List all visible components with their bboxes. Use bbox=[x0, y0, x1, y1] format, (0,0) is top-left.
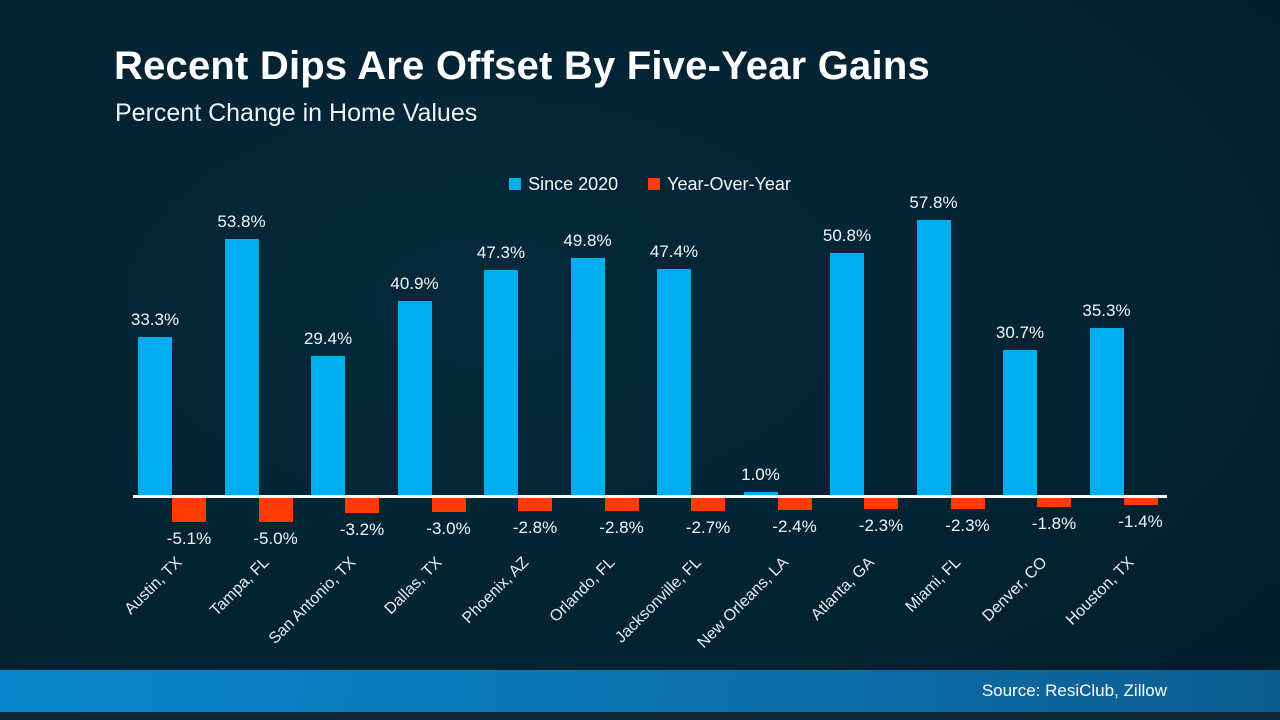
category-label: Atlanta, GA bbox=[808, 554, 879, 624]
bar-since-2020 bbox=[1003, 350, 1037, 497]
bar-since-2020 bbox=[1089, 328, 1124, 497]
category-label: Tampa, FL bbox=[207, 554, 273, 620]
bar-year-over-year bbox=[518, 498, 552, 511]
bar-value-label: -2.7% bbox=[685, 518, 731, 537]
bar-year-over-year bbox=[172, 498, 206, 522]
bar-value-label: 57.8% bbox=[909, 193, 958, 212]
bar-since-2020 bbox=[484, 270, 518, 497]
bar-year-over-year bbox=[950, 498, 985, 509]
legend-item: Since 2020 bbox=[509, 174, 618, 195]
legend-swatch-icon bbox=[509, 178, 522, 190]
bar-value-label: 50.8% bbox=[822, 226, 872, 245]
bar-year-over-year bbox=[345, 498, 379, 513]
category-label: Jacksonville, FL bbox=[612, 554, 706, 647]
bar-value-label: 1.0% bbox=[741, 465, 780, 484]
bar-value-label: 33.3% bbox=[130, 310, 180, 329]
category-label: Dallas, TX bbox=[381, 554, 446, 619]
category-label: Orlando, FL bbox=[546, 554, 619, 626]
bar-since-2020 bbox=[397, 301, 432, 497]
bar-since-2020 bbox=[570, 258, 605, 497]
bar-value-label: 30.7% bbox=[995, 323, 1045, 342]
legend-swatch-icon bbox=[648, 178, 661, 190]
bar-value-label: 29.4% bbox=[303, 329, 353, 348]
footer-bar: Source: ResiClub, Zillow bbox=[0, 670, 1280, 712]
bar-value-label: -2.4% bbox=[772, 517, 817, 536]
bar-year-over-year bbox=[604, 498, 639, 511]
bar-year-over-year bbox=[431, 498, 466, 512]
category-label: San Antonio, TX bbox=[265, 554, 360, 648]
bar-value-label: -2.8% bbox=[599, 518, 644, 537]
bar-since-2020 bbox=[311, 356, 345, 497]
bar-value-label: -5.0% bbox=[253, 529, 298, 548]
category-label: Houston, TX bbox=[1062, 554, 1138, 629]
bar-since-2020 bbox=[224, 239, 259, 497]
bar-value-label: 47.3% bbox=[476, 243, 526, 262]
bar-value-label: -5.1% bbox=[166, 529, 212, 548]
bar-since-2020 bbox=[830, 253, 864, 497]
category-label: New Orleans, LA bbox=[693, 554, 792, 652]
bar-value-label: -1.4% bbox=[1118, 512, 1163, 531]
category-label: Denver, CO bbox=[979, 554, 1052, 626]
page-subtitle: Percent Change in Home Values bbox=[115, 99, 478, 127]
source-text: Source: ResiClub, Zillow bbox=[981, 681, 1167, 700]
legend-item: Year-Over-Year bbox=[648, 174, 791, 195]
bar-value-label: -3.0% bbox=[426, 519, 471, 538]
category-label: Phoenix, AZ bbox=[458, 554, 533, 628]
bar-value-label: 53.8% bbox=[217, 212, 266, 231]
bar-since-2020 bbox=[657, 269, 691, 497]
bar-year-over-year bbox=[777, 498, 812, 510]
bar-year-over-year bbox=[1037, 498, 1071, 507]
bar-value-label: 47.4% bbox=[649, 242, 699, 261]
bar-year-over-year bbox=[258, 498, 293, 522]
bar-year-over-year bbox=[691, 498, 725, 511]
bar-since-2020 bbox=[916, 220, 951, 497]
bar-value-label: -2.8% bbox=[512, 518, 558, 537]
category-label: Austin, TX bbox=[122, 554, 187, 619]
bar-value-label: 35.3% bbox=[1082, 301, 1131, 320]
bar-value-label: -3.2% bbox=[339, 520, 385, 539]
bar-value-label: 49.8% bbox=[563, 231, 612, 250]
bar-since-2020 bbox=[138, 337, 172, 497]
chart-legend: Since 2020 Year-Over-Year bbox=[133, 173, 1167, 195]
bar-value-label: -2.3% bbox=[858, 516, 904, 535]
bar-year-over-year bbox=[1123, 498, 1158, 505]
bar-value-label: 40.9% bbox=[390, 274, 439, 293]
x-axis-line bbox=[133, 495, 1167, 498]
category-label: Miami, FL bbox=[902, 554, 965, 616]
legend-label: Year-Over-Year bbox=[667, 173, 791, 194]
bar-value-label: -2.3% bbox=[945, 516, 990, 535]
bar-value-label: -1.8% bbox=[1031, 514, 1077, 533]
bar-year-over-year bbox=[864, 498, 898, 509]
footer-accent-strip bbox=[0, 712, 1280, 720]
page-title: Recent Dips Are Offset By Five-Year Gain… bbox=[114, 44, 930, 88]
legend-label: Since 2020 bbox=[528, 173, 619, 194]
bar-since-2020 bbox=[743, 492, 778, 497]
